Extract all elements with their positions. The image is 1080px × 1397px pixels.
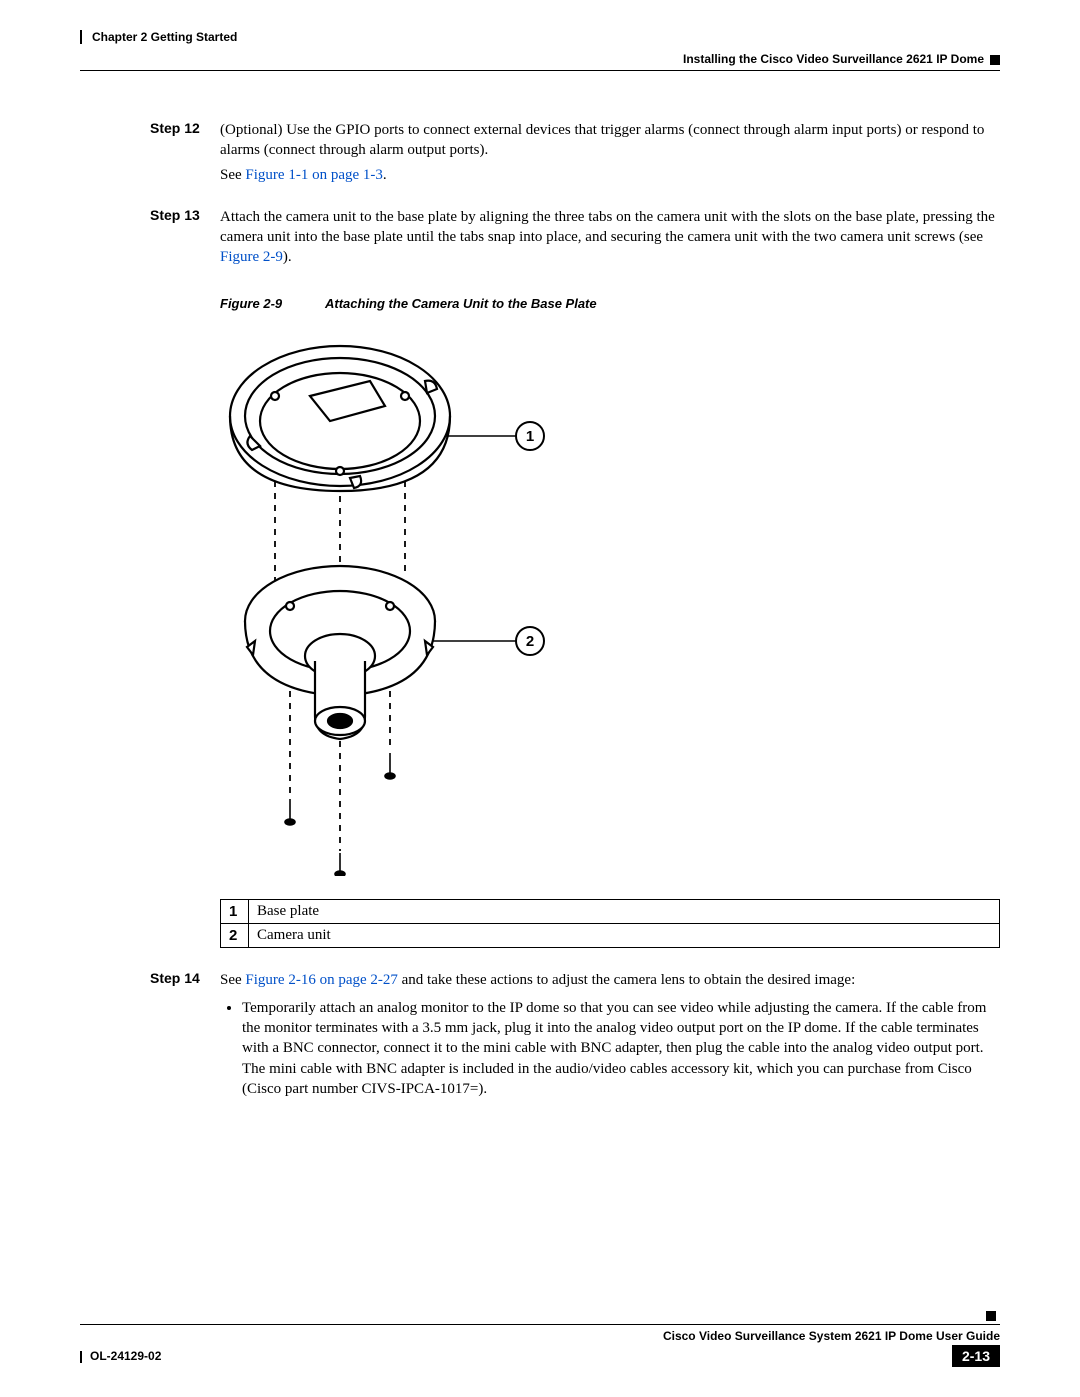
table-row: 1 Base plate	[221, 899, 1000, 923]
step-text: (Optional) Use the GPIO ports to connect…	[220, 120, 1000, 161]
legend-num: 2	[221, 923, 249, 947]
step-text: See Figure 2-16 on page 2-27 and take th…	[220, 970, 1000, 990]
figure-2-9-link[interactable]: Figure 2-9	[220, 249, 283, 265]
step-body: See Figure 2-16 on page 2-27 and take th…	[220, 970, 1000, 1106]
figure-number: Figure 2-9	[220, 296, 325, 311]
text-pre: Attach the camera unit to the base plate…	[220, 209, 995, 245]
figure-caption: Figure 2-9Attaching the Camera Unit to t…	[220, 296, 1000, 311]
legend-label: Camera unit	[249, 923, 1000, 947]
step-12: Step 12 (Optional) Use the GPIO ports to…	[150, 120, 1000, 189]
table-row: 2 Camera unit	[221, 923, 1000, 947]
legend-num: 1	[221, 899, 249, 923]
list-item: Temporarily attach an analog monitor to …	[242, 998, 1000, 1099]
legend-label: Base plate	[249, 899, 1000, 923]
figure-title: Attaching the Camera Unit to the Base Pl…	[325, 296, 597, 311]
page-number-badge: 2-13	[952, 1345, 1000, 1367]
footer-rule	[80, 1324, 1000, 1325]
header-rule	[80, 70, 1000, 71]
figure-1-1-link[interactable]: Figure 1-1 on page 1-3	[245, 167, 382, 183]
page-content: Step 12 (Optional) Use the GPIO ports to…	[150, 120, 1000, 1123]
section-title: Installing the Cisco Video Surveillance …	[683, 52, 984, 66]
text-post: and take these actions to adjust the cam…	[398, 972, 855, 988]
step-label: Step 13	[150, 207, 220, 272]
step-body: Attach the camera unit to the base plate…	[220, 207, 1000, 272]
step-14: Step 14 See Figure 2-16 on page 2-27 and…	[150, 970, 1000, 1106]
text-pre: See	[220, 972, 245, 988]
text-post: ).	[283, 249, 292, 265]
see-suffix: .	[383, 167, 387, 183]
section-marker-icon	[990, 55, 1000, 65]
camera-diagram-icon: 1	[220, 321, 560, 876]
callout-2: 2	[526, 633, 534, 650]
step-label: Step 14	[150, 970, 220, 1106]
footer-doc-title: Cisco Video Surveillance System 2621 IP …	[80, 1329, 1000, 1343]
step-see: See Figure 1-1 on page 1-3.	[220, 165, 1000, 185]
section-header: Installing the Cisco Video Surveillance …	[683, 52, 1000, 66]
step-label: Step 12	[150, 120, 220, 189]
figure-2-9: 1	[220, 321, 1000, 881]
footer-doc-number: OL-24129-02	[80, 1349, 161, 1363]
page-footer: Cisco Video Surveillance System 2621 IP …	[80, 1307, 1000, 1367]
step-text: Attach the camera unit to the base plate…	[220, 207, 1000, 268]
figure-2-16-link[interactable]: Figure 2-16 on page 2-27	[245, 972, 397, 988]
step-13: Step 13 Attach the camera unit to the ba…	[150, 207, 1000, 272]
callout-1: 1	[526, 428, 534, 445]
see-prefix: See	[220, 167, 245, 183]
chapter-header: Chapter 2 Getting Started	[92, 30, 237, 44]
figure-legend-table: 1 Base plate 2 Camera unit	[220, 899, 1000, 948]
bullet-list: Temporarily attach an analog monitor to …	[242, 998, 1000, 1099]
header-accent	[80, 30, 88, 44]
footer-marker-icon	[986, 1311, 996, 1321]
step-body: (Optional) Use the GPIO ports to connect…	[220, 120, 1000, 189]
